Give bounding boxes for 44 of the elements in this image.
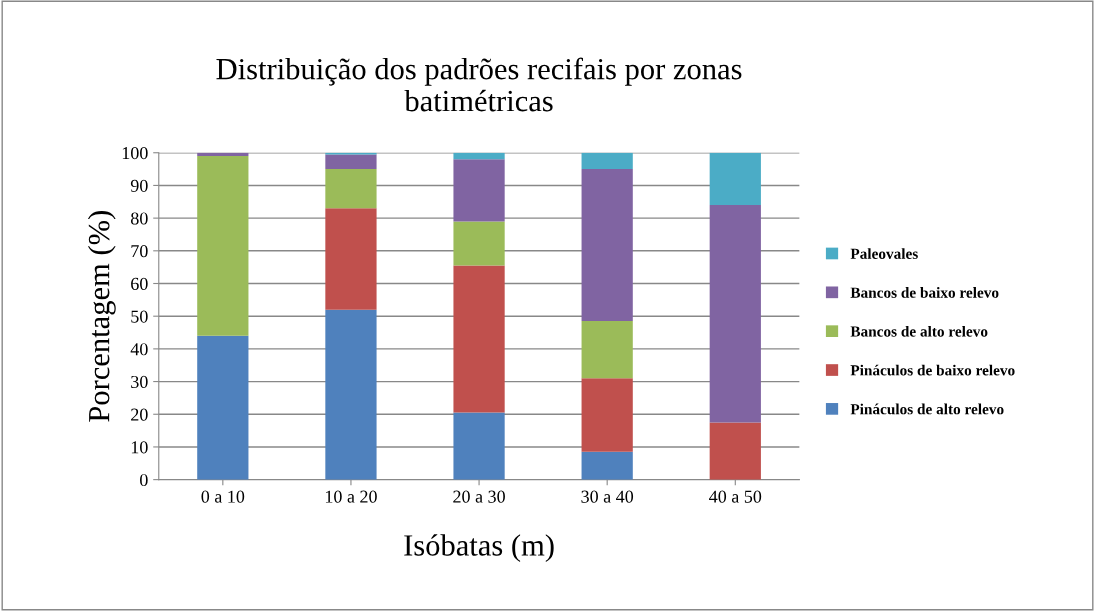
x-tick-label: 20 a 30 [453,490,505,503]
y-tick-label: 70 [131,245,148,258]
legend-label: Bancos de baixo relevo [850,287,999,298]
bar [325,154,377,170]
bar [581,451,633,480]
y-tick-label: 90 [130,179,148,192]
y-tick-label: 60 [131,277,148,290]
legend-label: Bancos de alto relevo [850,325,988,337]
bar [453,412,505,480]
bar [197,152,249,157]
y-tick-label: 80 [130,212,148,225]
y-tick-label: 100 [122,147,148,160]
bar [453,265,505,413]
bar [709,422,761,480]
x-tick-label: 0 a 10 [201,490,245,503]
y-tick-label: 30 [131,375,148,389]
bar [581,169,633,322]
bar [325,208,377,310]
x-axis-title: Isóbatas (m) [404,534,554,562]
bar [709,205,761,423]
legend-label: Paleovales [850,248,918,259]
y-tick-label: 50 [131,310,148,323]
bar [453,221,505,266]
x-tick-label: 30 a 40 [581,490,634,503]
legend-label: Pináculos de baixo relevo [850,364,1015,376]
bar [581,321,633,379]
legend-label: Pináculos de alto relevo [850,403,1004,415]
bar [581,152,633,170]
bar [453,152,505,160]
x-tick-label: 40 a 50 [709,490,762,503]
bar [453,159,505,222]
x-tick-label: 10 a 20 [325,490,377,503]
bar [197,335,249,480]
y-tick-label: 10 [131,441,148,454]
y-tick-label: 20 [131,408,148,421]
bar [197,156,249,336]
y-tick-label: 0 [140,473,148,487]
bar [325,309,377,480]
bar [709,152,761,206]
bar [325,169,377,209]
bar [581,378,633,452]
y-tick-label: 40 [130,343,148,356]
chart-title: Distribuição dos padrões recifais por zonas batimétricas [216,57,742,112]
y-axis-title: Porcentagem (%) [87,211,116,422]
